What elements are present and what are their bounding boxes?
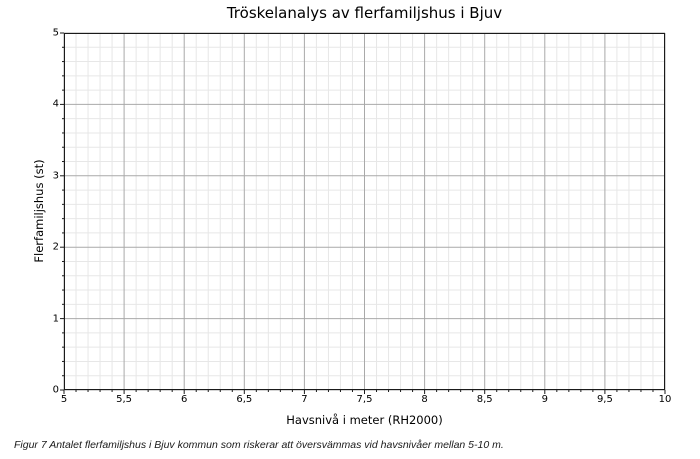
y-tick-label: 2 [52, 241, 59, 253]
y-tick-label: 4 [52, 98, 59, 110]
x-tick-label: 10 [658, 394, 672, 405]
x-tick-label: 7 [301, 394, 308, 405]
y-axis-label: Flerfamiljshus (st) [32, 159, 46, 263]
y-tick-label: 0 [52, 384, 59, 396]
x-tick-label: 6 [181, 394, 188, 405]
x-tick-label: 9,5 [596, 394, 613, 405]
y-tick-label: 5 [52, 27, 59, 39]
x-tick-label: 5 [60, 394, 68, 405]
y-tick-label: 1 [52, 313, 59, 325]
x-tick-label: 5,5 [116, 394, 133, 405]
y-tick-label: 3 [52, 170, 59, 182]
figure-caption: Figur 7 Antalet flerfamiljshus i Bjuv ko… [14, 439, 504, 451]
x-tick-label: 8 [421, 394, 428, 405]
x-tick-label: 9 [541, 394, 548, 405]
x-tick-label: 8,5 [476, 394, 493, 405]
chart-title: Tröskelanalys av flerfamiljshus i Bjuv [226, 4, 503, 22]
x-tick-label: 7,5 [356, 394, 373, 405]
x-axis-label: Havsnivå i meter (RH2000) [286, 413, 443, 427]
x-tick-label: 6,5 [236, 394, 253, 405]
